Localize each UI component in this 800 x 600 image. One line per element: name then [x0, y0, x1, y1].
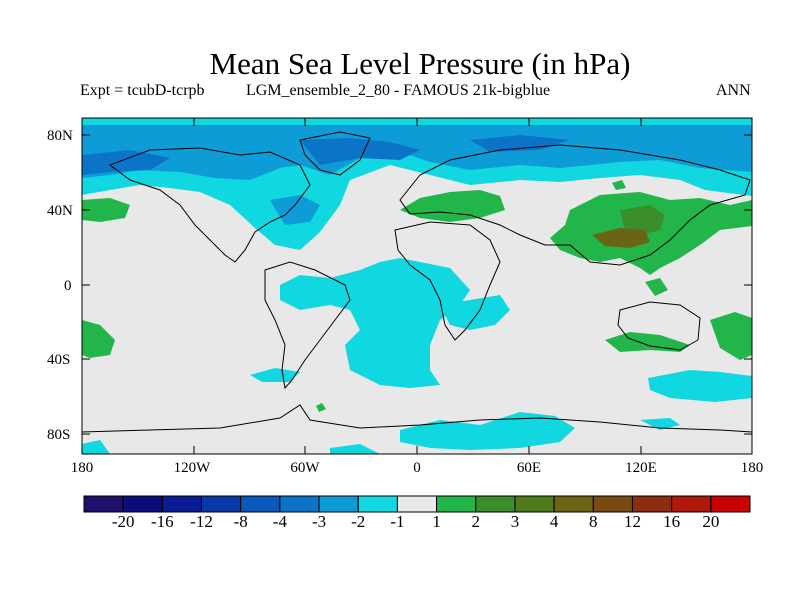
south-atlantic-low: [280, 258, 470, 388]
north-atlantic-low: [270, 195, 320, 225]
colorbar-swatch: [122, 495, 163, 513]
southern-spot-high: [316, 403, 326, 412]
china-high-peak: [592, 228, 650, 248]
colorbar-label: 1: [432, 512, 441, 531]
eurasia-coast: [399, 144, 751, 266]
pacific-north-high: [82, 198, 130, 222]
lon-label-60e: 60E: [516, 460, 542, 476]
ensemble-label: LGM_ensemble_2_80 - FAMOUS 21k-bigblue: [246, 82, 551, 99]
colorbar-swatch: [161, 495, 203, 513]
asia-high: [550, 192, 752, 275]
greenland-coast: [299, 131, 371, 176]
colorbar-swatch: [318, 495, 359, 513]
colorbar-label: -2: [351, 512, 366, 531]
north-america-coast: [108, 147, 311, 263]
colorbar-swatch: [240, 495, 281, 513]
colorbar-label: 4: [549, 512, 559, 531]
colorbar-swatch: [436, 495, 477, 513]
season-label: ANN: [716, 82, 751, 99]
lon-label-180w: 180: [70, 460, 94, 476]
colorbar-swatch: [396, 495, 438, 513]
arctic-deep-low: [82, 135, 570, 175]
lon-label-120w: 120W: [173, 460, 211, 476]
colorbar-label: 8: [589, 512, 598, 531]
colorbar-swatch: [592, 495, 633, 513]
lat-label-80n: 80N: [47, 128, 73, 144]
lon-label-180e: 180: [740, 460, 764, 476]
anomaly-field: [82, 118, 752, 454]
caspian-high: [612, 180, 626, 190]
antarctic-low-1: [400, 412, 575, 450]
colorbar-swatch: [475, 495, 516, 513]
colorbar-label: -1: [390, 512, 405, 531]
new-zealand-high: [710, 312, 752, 360]
colorbar-swatch: [83, 495, 124, 513]
australia-coast: [617, 301, 701, 351]
lat-label-80s: 80S: [47, 427, 71, 443]
colorbar-label: -4: [272, 512, 287, 531]
coastlines: [82, 131, 752, 433]
colorbar-label: 16: [663, 512, 681, 531]
colorbar-swatch: [514, 495, 555, 513]
indian-ocean-low: [440, 295, 510, 330]
colorbar-swatch: [671, 495, 712, 513]
colorbar-label: 3: [510, 512, 520, 531]
lat-label-0: 0: [64, 278, 72, 294]
colorbar-swatch: [279, 495, 320, 513]
lon-label-60w: 60W: [290, 460, 320, 476]
colorbar-swatch: [553, 495, 594, 513]
colorbar-label: -12: [190, 512, 213, 531]
colorbar-label: -16: [151, 512, 174, 531]
experiment-label: Expt = tcubD-tcrpb: [80, 82, 205, 99]
arctic-low-core: [82, 125, 752, 180]
maritime-continent-high: [645, 278, 668, 296]
colorbar: [83, 495, 751, 513]
southern-ocean-low-1: [250, 368, 300, 382]
colorbar-label: 20: [702, 512, 720, 531]
axis-ticks: [81, 118, 753, 454]
south-pacific-high-west: [82, 320, 115, 358]
colorbar-label: 12: [623, 512, 641, 531]
east-asia-high-core: [620, 205, 665, 236]
lon-label-120e: 120E: [625, 460, 657, 476]
colorbar-swatch: [631, 495, 673, 513]
antarctica-coast: [82, 404, 752, 433]
mediterranean-high: [400, 190, 505, 222]
lat-label-40s: 40S: [47, 352, 71, 368]
colorbar-label: -8: [233, 512, 248, 531]
lon-label-0: 0: [413, 460, 421, 476]
colorbar-swatch: [201, 495, 242, 513]
colorbar-swatch: [357, 495, 398, 513]
lat-label-40n: 40N: [47, 203, 73, 219]
colorbar-label: 2: [471, 512, 481, 531]
colorbar-swatch: [710, 495, 751, 513]
africa-coast: [394, 221, 501, 341]
colorbar-label: -20: [111, 512, 135, 531]
colorbar-label: -3: [311, 512, 327, 531]
chart-title: Mean Sea Level Pressure (in hPa): [209, 46, 631, 81]
southern-ocean-low-2: [648, 370, 752, 402]
australia-high: [605, 332, 690, 352]
south-america-coast: [264, 261, 351, 390]
